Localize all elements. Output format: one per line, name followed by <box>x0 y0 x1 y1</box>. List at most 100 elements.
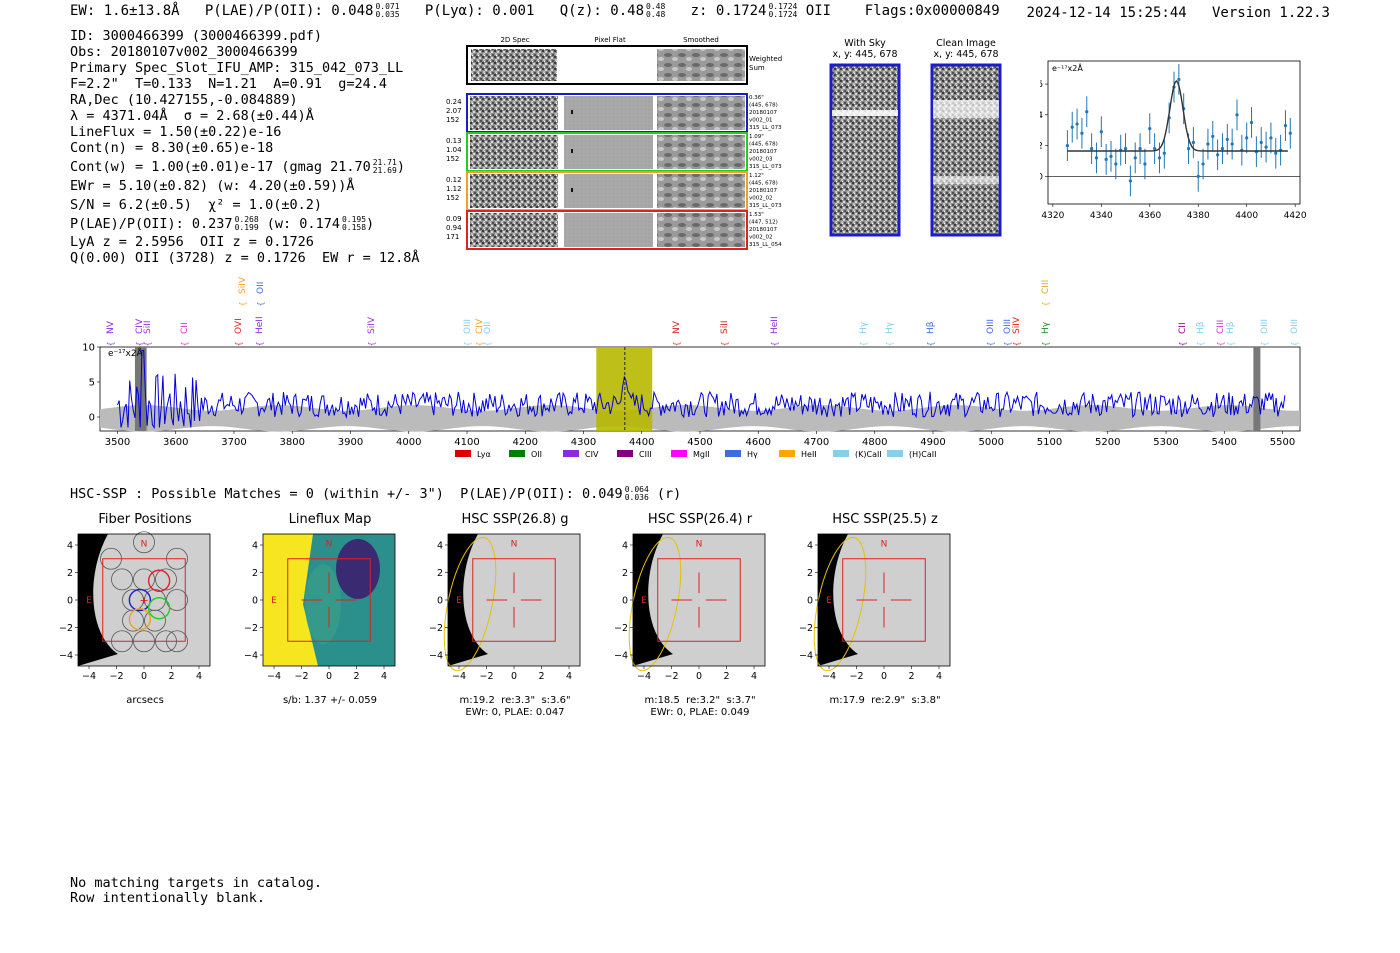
north-label: N <box>696 539 703 549</box>
zoom-data-point <box>1114 162 1118 166</box>
panel-ytick-label: 0 <box>67 596 73 607</box>
emission-line-labels: NV {CIV {SiII {SiIV {OII {CII {OVI {HeII {SiIV {O… <box>106 276 1300 346</box>
emission-line-bracket: { <box>859 341 868 346</box>
emission-line-bracket: { <box>106 341 115 346</box>
zoom-data-point <box>1133 156 1137 160</box>
cutout-pixel-flat <box>564 213 653 247</box>
emission-line-label: CIII <box>1216 320 1226 334</box>
emission-line-label: SiIV <box>367 316 377 334</box>
info-cont-w: Cont(w) = 1.00(±0.01)e-17 (gmag 21.70 21.… <box>70 158 405 176</box>
panel-xtick-label: −4 <box>637 671 651 682</box>
zoom-data-point <box>1075 122 1079 126</box>
emission-line-label: OII <box>256 282 266 294</box>
east-label: E <box>641 596 647 606</box>
spectrum-xtick-label: 4700 <box>804 437 829 448</box>
cutout-left-stat: 0.13 <box>446 137 462 145</box>
image-panel-title: Lineflux Map <box>288 512 372 527</box>
sky-images <box>829 63 1002 237</box>
legend-swatch <box>509 450 525 457</box>
spectrum-xtick-label: 4100 <box>454 437 479 448</box>
with-sky-image <box>829 63 901 237</box>
spectrum-xtick-label: 4400 <box>629 437 654 448</box>
info-id: ID: 3000466399 (3000466399.pdf) <box>70 28 322 44</box>
cutout-2dspec <box>470 135 558 169</box>
info-sn: S/N = 6.2(±0.5) χ² = 1.0(±0.2) <box>70 197 322 213</box>
header-qz: Q(z): 0.48 <box>559 3 645 19</box>
info-plae-text: P(LAE)/P(OII): 0.237 <box>70 216 233 232</box>
zoom-data-point <box>1259 140 1263 145</box>
panel-xtick-label: −2 <box>294 671 308 682</box>
emission-line-bracket: { <box>672 341 681 346</box>
east-label: E <box>86 596 92 606</box>
panel-xtick-label: 0 <box>511 671 517 682</box>
cutout-right-stat: (445, 678) <box>749 181 778 187</box>
panel-ytick-label: 0 <box>437 596 443 607</box>
emission-line-label: OIII <box>986 319 996 334</box>
source-ellipse <box>443 536 497 672</box>
panel-xtick-label: 4 <box>751 671 757 682</box>
full-spectrum-chart: 3500 3600 3700 3800 3900 4000 4100 4200 4300 4400… <box>82 343 1301 459</box>
weighted-sum-2dspec <box>471 49 557 81</box>
aperture-box <box>472 558 556 642</box>
image-panel-plot: N E −4 −2 0 2 4 4 2 0 −2 −4 <box>430 533 581 682</box>
panel-xtick-label: 0 <box>326 671 332 682</box>
fiber-highlight <box>128 608 152 631</box>
header-plae: P(LAE)/P(OII): 0.048 <box>204 3 374 19</box>
zoom-data-point <box>1104 157 1108 162</box>
emission-line-bracket: { <box>475 341 484 346</box>
info-radec: RA,Dec (10.427155,-0.084889) <box>70 92 298 108</box>
emission-line-bracket: { <box>143 341 152 346</box>
cutout-left-stat: 1.12 <box>446 185 462 193</box>
zoom-ytick-label: 2 <box>1040 142 1043 152</box>
zoom-data-point <box>1216 153 1220 157</box>
zoom-data-point <box>1245 136 1249 140</box>
panel-ytick-label: 0 <box>807 596 813 607</box>
fiber-circle <box>133 531 155 554</box>
cutout-right-stat: 20180107 <box>749 188 777 194</box>
info-plae-w: (w: 0.174 <box>266 216 340 232</box>
cutout-left-stat: 1.04 <box>446 146 462 154</box>
zoom-data-point <box>1201 162 1205 166</box>
panel-ytick-label: 2 <box>807 568 813 579</box>
header-plae-hi: 0.071 <box>375 2 400 11</box>
spectrum-xtick-label: 4500 <box>687 437 712 448</box>
emission-line-label: HeII <box>255 316 265 334</box>
info-plae-hi: 0.268 <box>234 215 259 224</box>
cutout-right-stat: 20180107 <box>749 149 777 155</box>
emission-line-label: NV <box>106 320 116 334</box>
fiber-highlight <box>128 588 152 612</box>
pixel-flat-defect <box>571 110 573 114</box>
panel-ytick-label: 4 <box>622 541 628 552</box>
emission-line-bracket: { <box>885 341 894 346</box>
info-cont-n: Cont(n) = 8.30(±0.65)e-18 <box>70 140 274 156</box>
info-gmag-lo: 21.69 <box>372 166 397 175</box>
zoom-data-point <box>1109 154 1113 158</box>
spectrum-flux-line <box>117 350 1286 430</box>
spectrum-error-band <box>100 405 1300 432</box>
image-panel: HSC SSP(25.5) z <box>810 512 960 527</box>
north-label: N <box>881 539 888 549</box>
cutout-left-stat: 0.12 <box>446 176 462 184</box>
legend-swatch <box>617 450 633 457</box>
zoom-data-point <box>1206 142 1210 146</box>
zoom-xtick-label: 4340 <box>1090 211 1113 221</box>
info-plae: P(LAE)/P(OII): 0.237 0.268 0.199 (w: 0.174… <box>70 215 375 233</box>
emission-line-label: CIV <box>135 318 145 334</box>
cutout-2dspec <box>470 174 558 208</box>
cutout-right-stat: 315_LL_073 <box>749 164 782 170</box>
zoom-data-point <box>1157 156 1162 160</box>
zoom-ytick-label: 0 <box>1040 172 1043 182</box>
zoom-data-point <box>1153 147 1157 151</box>
panel-xtick-label: −2 <box>109 671 123 682</box>
emission-line-bracket: { <box>1196 341 1205 346</box>
spectrum-highlight-window <box>596 347 653 431</box>
col-title-smoothed: Smoothed <box>683 36 719 44</box>
cutout-right-stat: 1.09" <box>749 134 764 140</box>
zoom-data-point <box>1162 151 1166 155</box>
header-flags: Flags:0x00000849 <box>864 3 1000 19</box>
spectrum-xtick-label: 3700 <box>221 437 246 448</box>
image-panel-plot: N E −4 −2 0 2 4 4 2 0 −2 −4 <box>615 533 766 682</box>
emission-line-bracket: { <box>1041 301 1050 306</box>
east-label: E <box>826 596 832 606</box>
panel-xtick-label: 2 <box>538 671 544 682</box>
